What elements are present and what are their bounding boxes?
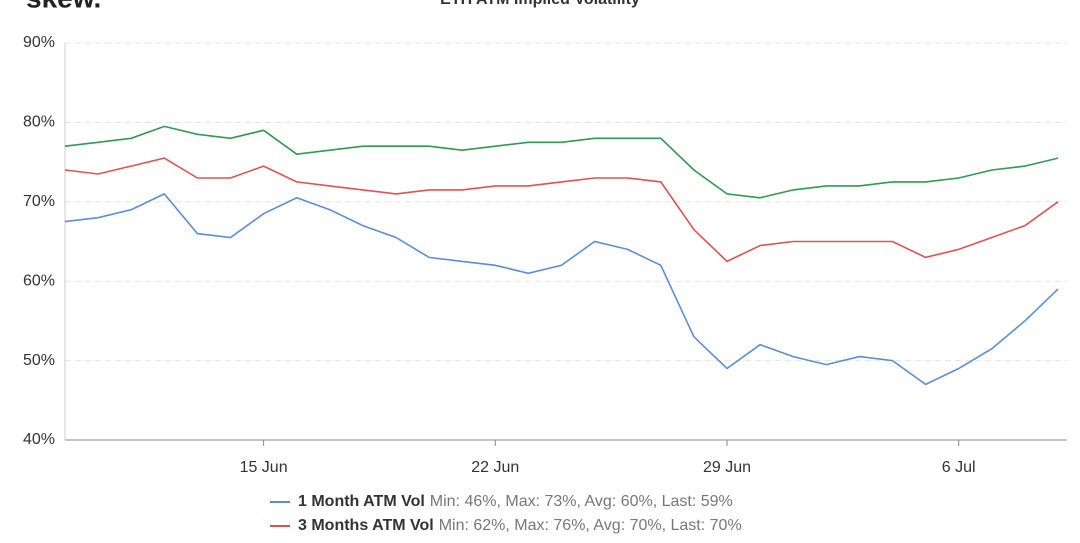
legend-stats: Min: 62%, Max: 76%, Avg: 70%, Last: 70% [439, 517, 742, 534]
series-line [64, 157, 1059, 263]
x-tick-label: 6 Jul [942, 459, 976, 476]
x-tick-label: 22 Jun [471, 459, 519, 476]
legend-name: 1 Month ATM Vol [298, 493, 425, 510]
series-line [64, 125, 1059, 199]
logo: skew. [26, 0, 101, 13]
x-tick-label: 15 Jun [240, 459, 288, 476]
chart-title: ETH ATM Implied Volatility [440, 0, 640, 8]
y-tick-label: 40% [23, 431, 55, 448]
x-tick-label: 29 Jun [703, 459, 751, 476]
y-tick-label: 70% [23, 193, 55, 210]
series-line [64, 192, 1059, 386]
y-tick-label: 80% [23, 114, 55, 131]
legend-name: 3 Months ATM Vol [298, 517, 434, 534]
legend-entry: 3 Months ATM Vol Min: 62%, Max: 76%, Avg:… [298, 517, 742, 534]
legend-stats: Min: 46%, Max: 73%, Avg: 60%, Last: 59% [430, 493, 733, 510]
y-tick-label: 90% [23, 34, 55, 51]
y-tick-label: 60% [23, 272, 55, 289]
legend-entry: 1 Month ATM Vol Min: 46%, Max: 73%, Avg: … [298, 493, 733, 510]
y-tick-label: 50% [23, 352, 55, 369]
